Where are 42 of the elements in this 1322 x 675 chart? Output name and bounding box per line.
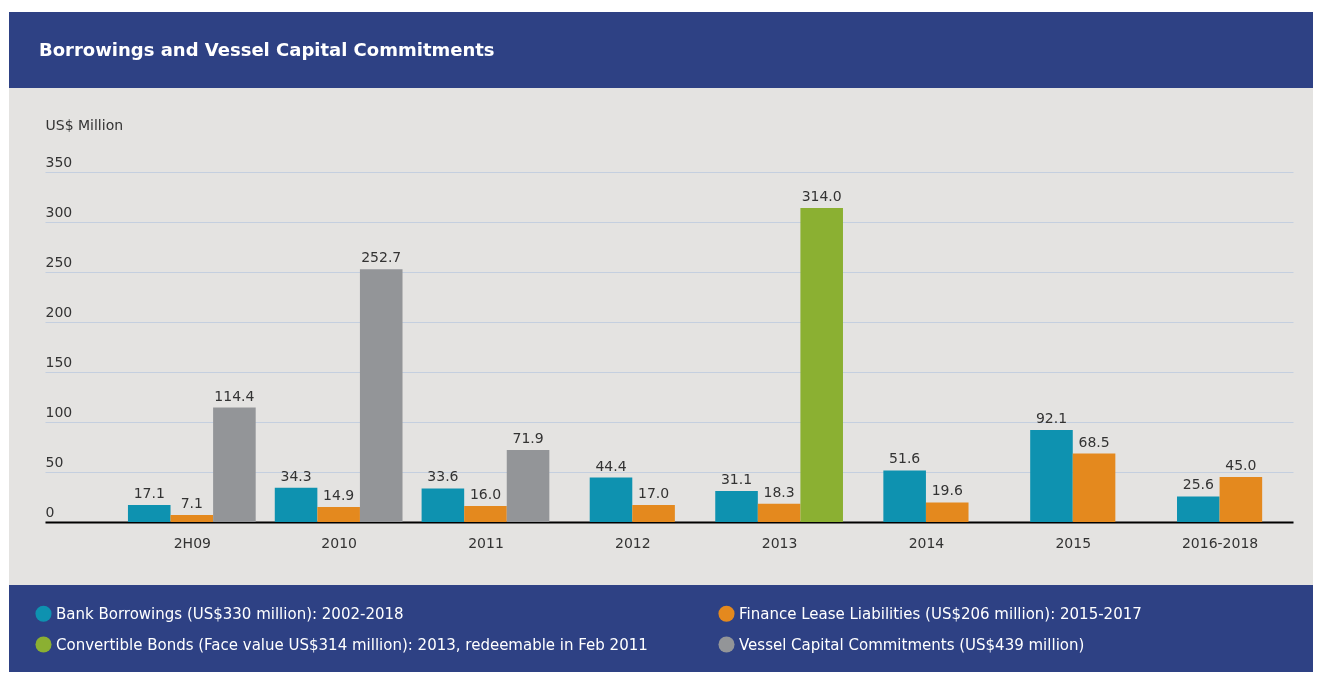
x-tick-label: 2013 [761, 534, 798, 551]
data-label: 92.1 [1035, 409, 1068, 426]
y-tick-label: 0 [45, 503, 55, 520]
x-tick-label: 2H09 [173, 534, 211, 551]
y-tick-label: 350 [45, 153, 73, 170]
data-label: 17.0 [638, 485, 670, 501]
data-label: 45.0 [1225, 457, 1257, 473]
data-label: 31.1 [720, 470, 753, 487]
x-tick-label: 2010 [321, 534, 357, 551]
data-label: 34.3 [280, 467, 312, 484]
x-tick-label: 2012 [614, 534, 651, 551]
data-label: 68.5 [1078, 433, 1110, 450]
legend-label: Convertible Bonds (Face value US$314 million): 2013, redeemable in Feb 2011 [56, 635, 648, 654]
data-label: 7.1 [180, 494, 203, 511]
data-label: 314.0 [801, 188, 842, 204]
y-axis-title: US$ Million [45, 116, 124, 133]
legend-label: Vessel Capital Commitments (US$439 million) [739, 635, 1085, 654]
chart-title: Borrowings and Vessel Capital Commitments [9, 12, 1313, 88]
legend-label: Finance Lease Liabilities (US$206 million): 2015-2017 [739, 604, 1142, 623]
data-label: 51.6 [889, 450, 921, 467]
y-tick-label: 100 [45, 403, 73, 420]
data-label: 33.6 [427, 468, 459, 485]
y-tick-label: 200 [45, 303, 73, 320]
y-tick-label: 250 [45, 253, 73, 270]
x-tick-label: 2011 [468, 534, 504, 551]
data-label: 18.3 [763, 483, 795, 500]
x-tick-label: 2015 [1055, 534, 1092, 551]
y-tick-label: 50 [45, 453, 64, 470]
data-label: 114.4 [214, 387, 255, 404]
data-label: 44.4 [595, 457, 627, 474]
data-label: 17.1 [133, 484, 165, 501]
legend-label: Bank Borrowings (US$330 million): 2002-2018 [56, 604, 404, 623]
data-label: 16.0 [469, 486, 502, 502]
x-tick-label: 2014 [908, 534, 945, 551]
y-tick-label: 150 [45, 353, 73, 370]
data-label: 25.6 [1182, 476, 1214, 493]
x-tick-label: 2016-2018 [1181, 534, 1259, 551]
data-label: 14.9 [323, 487, 355, 504]
data-label: 252.7 [361, 249, 402, 266]
y-tick-label: 300 [45, 203, 73, 220]
data-label: 19.6 [931, 482, 963, 499]
data-label: 71.9 [512, 430, 544, 447]
